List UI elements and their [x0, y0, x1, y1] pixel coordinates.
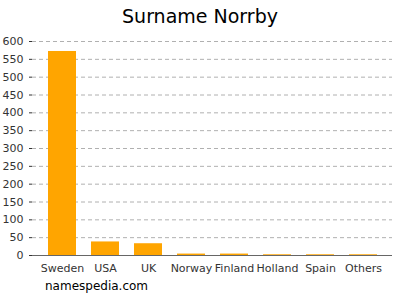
svg-text:100: 100 — [3, 213, 24, 226]
svg-text:450: 450 — [3, 89, 24, 102]
svg-text:150: 150 — [3, 196, 24, 209]
svg-text:Holland: Holland — [257, 262, 299, 275]
svg-text:350: 350 — [3, 124, 24, 137]
svg-text:UK: UK — [141, 262, 157, 275]
svg-text:300: 300 — [3, 142, 24, 155]
svg-text:0: 0 — [17, 249, 24, 262]
svg-text:Others: Others — [345, 262, 382, 275]
svg-text:400: 400 — [3, 106, 24, 119]
svg-text:Sweden: Sweden — [41, 262, 84, 275]
html-text:namespedia.com: namespedia.com — [45, 279, 148, 293]
svg-text:500: 500 — [3, 71, 24, 84]
svg-text:USA: USA — [94, 262, 117, 275]
html-text:Surname Norrby: Surname Norrby — [122, 5, 278, 27]
svg-text:250: 250 — [3, 160, 24, 173]
svg-text:200: 200 — [3, 178, 24, 191]
svg-text:Norway: Norway — [171, 262, 213, 275]
svg-text:Finland: Finland — [215, 262, 254, 275]
svg-text:550: 550 — [3, 53, 24, 66]
svg-text:50: 50 — [10, 231, 24, 244]
svg-text:Spain: Spain — [305, 262, 336, 275]
svg-text:600: 600 — [3, 35, 24, 48]
